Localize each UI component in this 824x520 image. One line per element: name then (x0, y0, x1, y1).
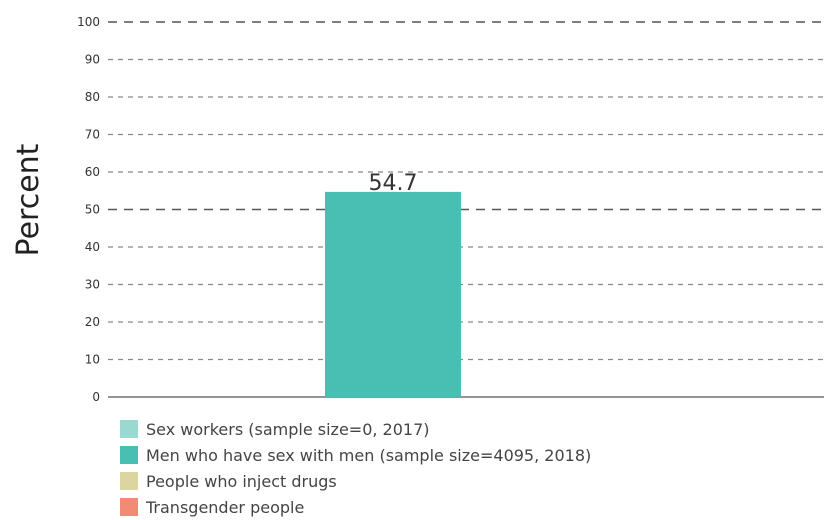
y-axis-label: Percent (11, 143, 46, 256)
gridlines (108, 21, 824, 361)
legend-swatch-pwid (120, 472, 138, 490)
y-tick-label-100: 100 (77, 15, 100, 29)
legend-swatch-sex-workers (120, 420, 138, 438)
y-tick-label-50: 50 (85, 203, 100, 217)
bar-1[interactable] (325, 191, 461, 397)
y-tick-labels: 0 10 20 30 40 50 60 70 80 90 100 (77, 15, 100, 404)
y-tick-label-70: 70 (85, 128, 100, 142)
legend-item-pwid[interactable]: People who inject drugs (120, 468, 591, 494)
y-tick-label-90: 90 (85, 53, 100, 67)
legend-label-transgender: Transgender people (146, 497, 305, 517)
legend-item-transgender[interactable]: Transgender people (120, 494, 591, 520)
bars: 54.7 (325, 171, 461, 397)
y-tick-label-20: 20 (85, 315, 100, 329)
data-label-1: 54.7 (369, 171, 418, 196)
legend-label-sex-workers: Sex workers (sample size=0, 2017) (146, 419, 430, 439)
legend-item-sex-workers[interactable]: Sex workers (sample size=0, 2017) (120, 416, 591, 442)
y-tick-label-60: 60 (85, 165, 100, 179)
y-tick-label-40: 40 (85, 240, 100, 254)
y-tick-label-10: 10 (85, 353, 100, 367)
bar-chart: Percent 0 10 20 30 40 50 60 70 80 90 100 54.7 (11, 15, 824, 404)
legend-swatch-msm (120, 446, 138, 464)
legend-swatch-transgender (120, 498, 138, 516)
legend-label-pwid: People who inject drugs (146, 471, 337, 491)
legend-label-msm: Men who have sex with men (sample size=4… (146, 445, 592, 465)
y-tick-label-80: 80 (85, 90, 100, 104)
legend: Sex workers (sample size=0, 2017) Men wh… (120, 416, 591, 520)
legend-item-msm[interactable]: Men who have sex with men (sample size=4… (120, 442, 591, 468)
y-tick-label-30: 30 (85, 278, 100, 292)
y-tick-label-0: 0 (92, 390, 100, 404)
